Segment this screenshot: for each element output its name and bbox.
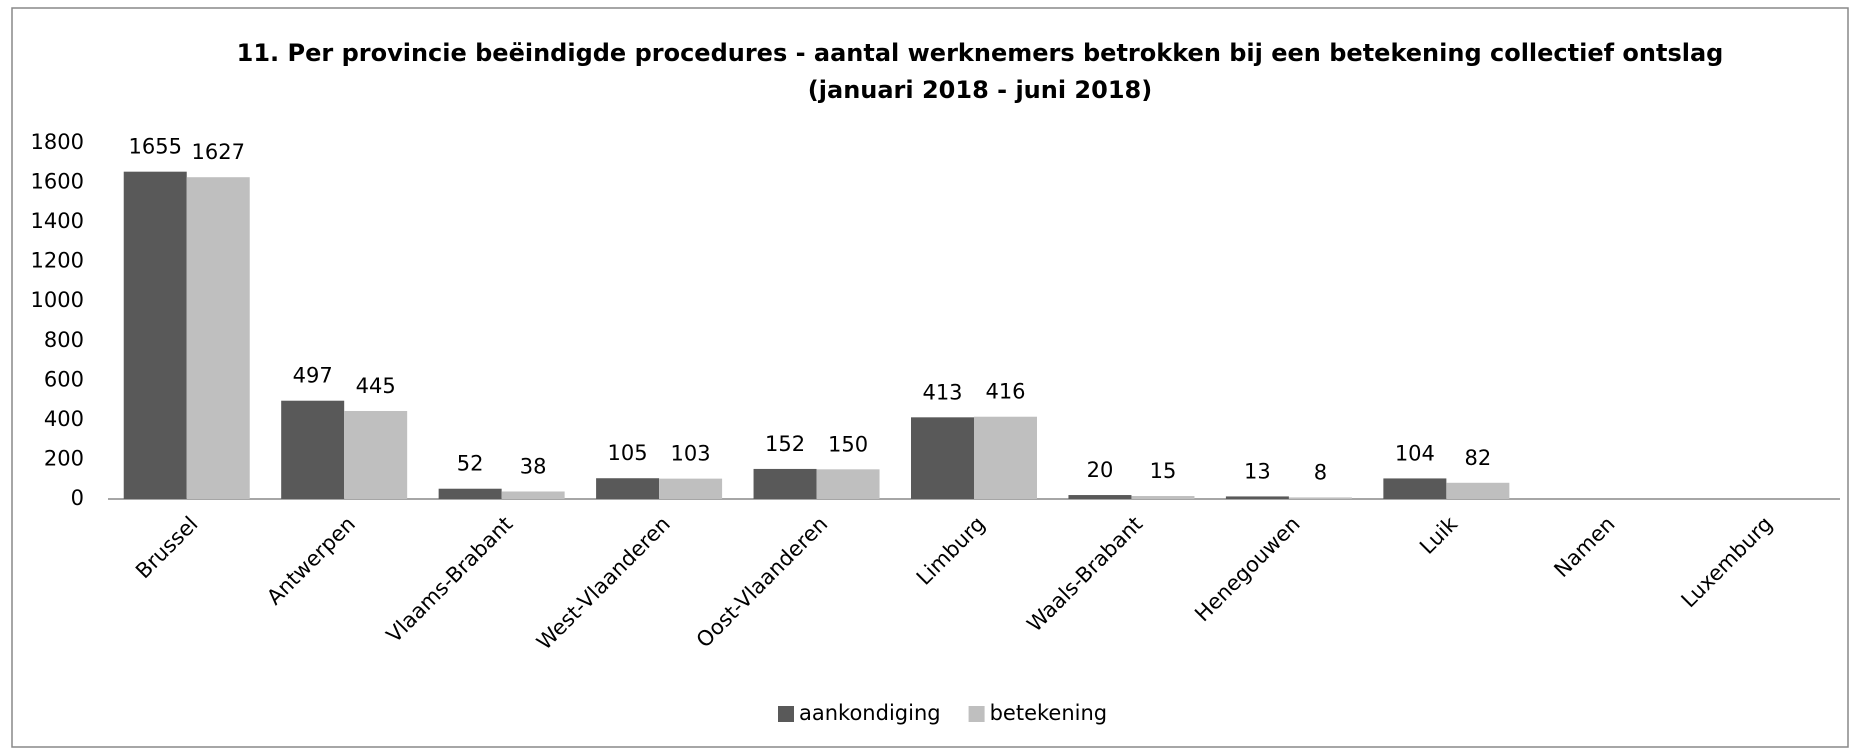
bar [344,410,408,499]
value-label: 105 [608,441,648,465]
bar [1383,478,1447,499]
y-tick-label: 1200 [31,249,84,273]
value-label: 13 [1244,459,1271,483]
value-label: 8 [1314,460,1327,484]
y-tick-label: 1800 [31,130,84,154]
legend-label: aankondiging [799,701,941,725]
x-tick-label: Brussel [131,512,202,583]
bar [1068,495,1132,499]
y-tick-label: 200 [44,446,84,470]
bar [753,468,817,499]
value-label: 38 [520,454,547,478]
x-tick-label: Antwerpen [262,512,360,610]
bar [911,417,974,499]
bar [1288,497,1352,499]
x-tick-label: Waals-Brabant [1022,512,1147,637]
bar [974,416,1037,499]
value-label: 150 [828,432,868,456]
value-label: 413 [922,380,962,404]
bar [659,478,723,499]
bar [186,177,250,499]
value-label: 497 [293,364,333,388]
value-label: 152 [765,432,805,456]
value-label: 445 [356,374,396,398]
bar [123,171,187,499]
value-label: 1627 [192,140,245,164]
y-tick-label: 1000 [31,288,84,312]
x-tick-label: Luik [1415,511,1463,559]
chart-title: 11. Per provincie beëindigde procedures … [237,39,1724,67]
value-label: 20 [1087,458,1114,482]
chart-subtitle: (januari 2018 - juni 2018) [808,76,1152,104]
bar [501,491,565,499]
x-tick-label: Vlaams-Brabant [382,512,518,648]
value-label: 104 [1395,441,1435,465]
legend-swatch [778,706,794,722]
value-label: 15 [1150,459,1177,483]
y-tick-label: 800 [44,328,84,352]
x-tick-label: West-Vlaanderen [532,512,675,655]
chart-frame [11,7,1849,748]
legend-label: betekening [990,701,1108,725]
y-tick-label: 400 [44,407,84,431]
value-label: 103 [671,442,711,466]
value-label: 416 [985,380,1025,404]
x-tick-label: Luxemburg [1677,512,1777,612]
y-tick-label: 1600 [31,170,84,194]
bar [1131,496,1195,499]
bar [281,400,345,499]
bar [1446,482,1510,499]
y-tick-label: 0 [71,486,84,510]
value-label: 52 [457,452,484,476]
x-tick-label: Limburg [912,512,990,590]
value-label: 82 [1464,446,1491,470]
x-tick-label: Oost-Vlaanderen [692,512,833,653]
bar [816,469,880,499]
bar [438,488,502,499]
value-label: 1655 [129,135,182,159]
y-tick-label: 1400 [31,209,84,233]
y-tick-label: 600 [44,367,84,391]
bar [596,478,660,499]
x-tick-label: Namen [1549,512,1619,582]
bar [1225,496,1289,499]
legend-swatch [968,706,985,722]
x-tick-label: Henegouwen [1190,512,1304,626]
